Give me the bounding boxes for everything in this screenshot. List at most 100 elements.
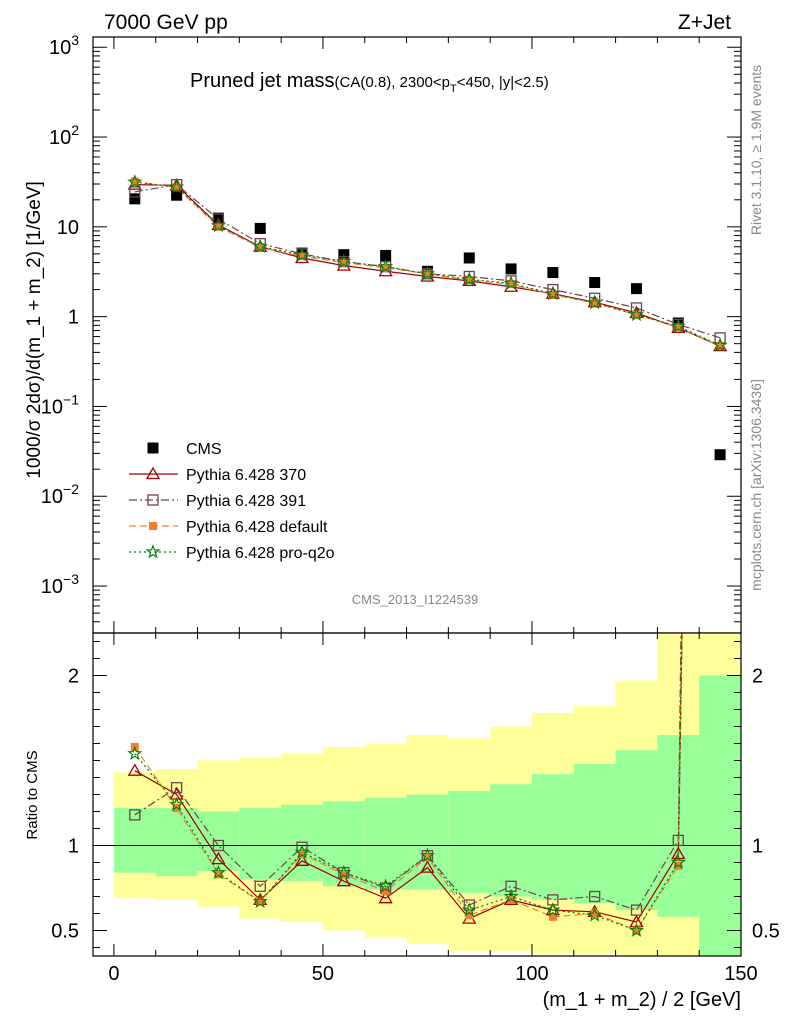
tick-label-base: 10 xyxy=(41,576,63,598)
main-data-point xyxy=(548,290,557,299)
ratio-inner-band xyxy=(699,675,741,956)
ratio-data-point xyxy=(129,809,141,821)
tick-label-exponent: 3 xyxy=(71,32,79,48)
ratio-inner-band xyxy=(448,791,491,894)
ratio-inner-band xyxy=(406,794,449,890)
ratio-data-point xyxy=(545,902,561,917)
main-data-point xyxy=(587,295,603,310)
main-y-tick-label: 1 xyxy=(68,307,79,329)
ratio-y-tick-label: 0.5 xyxy=(51,921,79,943)
main-data-point xyxy=(214,222,223,231)
legend-entry-label: CMS xyxy=(186,441,222,458)
ratio-data-point xyxy=(336,873,351,887)
ratio-series-line xyxy=(134,633,683,923)
legend-marker xyxy=(147,442,159,454)
legend-entry-label: Pythia 6.428 391 xyxy=(186,493,306,510)
ratio-inner-band xyxy=(364,797,407,890)
main-data-point xyxy=(589,276,601,288)
main-y-tick-label: 10−3 xyxy=(41,571,79,598)
ratio-data-point xyxy=(212,839,225,852)
main-data-point xyxy=(169,179,185,194)
ratio-data-point xyxy=(294,844,310,859)
plot-title-detail: (CA(0.8), 2300<p xyxy=(335,74,450,91)
ratio-inner-band xyxy=(573,763,616,904)
ratio-inner-band xyxy=(155,808,198,877)
main-data-point xyxy=(545,285,561,301)
ratio-data-point xyxy=(339,870,348,879)
main-data-point xyxy=(461,271,477,286)
ratio-data-point xyxy=(294,853,310,866)
ratio-inner-band xyxy=(615,750,658,911)
plot-title: Pruned jet mass(CA(0.8), 2300<pT<450, |y… xyxy=(190,70,549,95)
tick-label-base: 10 xyxy=(41,486,63,508)
main-data-point xyxy=(336,253,352,269)
main-data-point xyxy=(712,337,728,352)
main-y-tick-label: 102 xyxy=(49,122,79,149)
ratio-y-tick-label-right: 0.5 xyxy=(752,921,780,943)
main-data-point xyxy=(129,193,141,205)
rivet-version-label: Rivet 3.1.10, ≥ 1.9M events xyxy=(748,65,764,235)
tick-label-base: 10 xyxy=(57,217,79,239)
tick-label-base: 10 xyxy=(41,396,63,418)
ratio-data-point xyxy=(210,864,226,880)
main-data-point xyxy=(129,186,141,198)
ratio-data-point xyxy=(170,782,183,794)
main-data-point xyxy=(294,247,310,262)
ratio-inner-band xyxy=(531,774,574,900)
ratio-x-tick-label: 100 xyxy=(515,963,548,985)
tick-label-exponent: −2 xyxy=(63,481,79,497)
main-data-point xyxy=(503,275,519,290)
ratio-data-point xyxy=(423,853,432,862)
ratio-data-point xyxy=(381,887,390,896)
ratio-data-point xyxy=(419,847,435,863)
main-data-point xyxy=(254,222,266,234)
ratio-data-point xyxy=(169,796,185,812)
ratio-data-point xyxy=(548,912,557,921)
legend-marker xyxy=(147,494,159,506)
ratio-series-line xyxy=(134,633,682,911)
legend: CMS Pythia 6.428 370 Pythia 6.428 391 Pythi… xyxy=(129,441,335,562)
ratio-data-point xyxy=(211,851,226,865)
main-data-point xyxy=(423,269,432,278)
main-data-point xyxy=(507,280,516,289)
header-right: Z+Jet xyxy=(678,11,731,34)
ratio-inner-band xyxy=(239,808,282,880)
ratio-data-point xyxy=(256,897,265,906)
ratio-data-point xyxy=(298,850,307,858)
main-y-tick-label: 10−1 xyxy=(41,391,79,418)
ratio-uncertainty-bands xyxy=(113,633,741,956)
ratio-data-point xyxy=(590,909,599,918)
legend-marker xyxy=(149,522,157,530)
ratio-data-point xyxy=(503,888,519,903)
main-data-point xyxy=(171,189,183,201)
main-data-point xyxy=(465,276,474,285)
ratio-data-point xyxy=(630,904,643,916)
main-data-point xyxy=(252,238,268,253)
tick-label-base: 10 xyxy=(49,37,71,59)
ratio-axis-ticks: 0 50 100 150 0.5 0.5 1 1 2 2 xyxy=(51,633,780,985)
ratio-inner-band xyxy=(113,808,156,873)
main-data-point xyxy=(339,258,348,267)
ratio-y-tick-label-right: 1 xyxy=(752,836,763,858)
x-axis-label: (m_1 + m_2) / 2 [GeV] xyxy=(543,989,741,1011)
main-data-point xyxy=(463,252,475,264)
main-data-point xyxy=(670,318,686,333)
main-data-point xyxy=(210,217,226,233)
ratio-data-point xyxy=(587,907,603,922)
ratio-data-point xyxy=(465,911,474,920)
ratio-y-tick-label-right: 2 xyxy=(752,666,763,688)
ratio-data-point xyxy=(632,926,641,935)
legend-entry-label: Pythia 6.428 default xyxy=(186,519,328,536)
main-data-point xyxy=(298,252,307,261)
main-data-point xyxy=(628,306,645,322)
ratio-data-point xyxy=(127,745,143,761)
ratio-y-tick-label: 1 xyxy=(68,836,79,858)
ratio-data-point xyxy=(378,878,394,893)
ratio-data-point xyxy=(214,870,223,879)
ratio-data-point xyxy=(463,899,475,911)
main-data-point xyxy=(716,342,725,351)
plot-title-detail-end: <450, |y|<2.5) xyxy=(457,74,549,91)
plot-title-main: Pruned jet mass xyxy=(190,70,335,92)
